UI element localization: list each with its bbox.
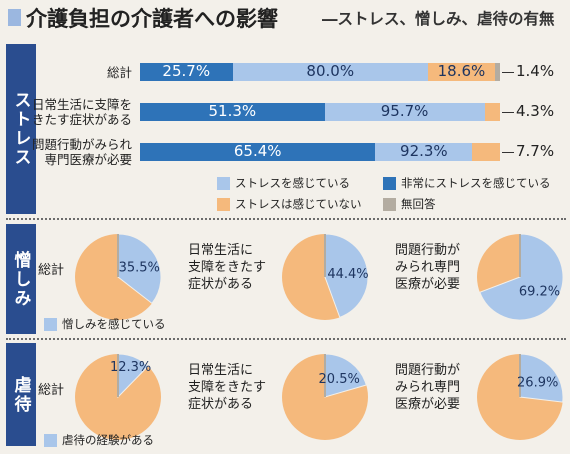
legend-item-stress: ストレスを感じている bbox=[217, 175, 350, 191]
pie-category-label-line: 支障をきたす bbox=[188, 380, 267, 395]
row-label-line: きたす症状がある bbox=[31, 112, 132, 127]
pie-category-label-line: 症状がある bbox=[188, 277, 254, 292]
legend-swatch-light-blue bbox=[217, 176, 230, 190]
bar-segment-no-stress bbox=[472, 143, 500, 161]
abuse-pie-charts: 総計 12.3% 日常生活に支障をきたす 症状がある 20.5% 問題行動がみられ専門医療… bbox=[0, 340, 570, 454]
bar-label-external: 4.3% bbox=[516, 102, 555, 120]
legend-label: ストレスは感じていない bbox=[235, 197, 362, 211]
bar-segment-no-stress bbox=[484, 103, 500, 121]
legend-swatch-dark-blue bbox=[383, 176, 396, 190]
bar-segment-strong-stress bbox=[140, 143, 376, 161]
bar-label-no-stress: 18.6% bbox=[437, 62, 486, 80]
pie-slice-value bbox=[117, 233, 162, 305]
pie-chart: 26.9% bbox=[477, 353, 564, 440]
bar-label-strong-stress: 51.3% bbox=[208, 102, 257, 120]
pie-value-label: 35.5% bbox=[119, 261, 160, 276]
hatred-pie-charts: 総計 35.5% 日常生活に支障をきたす 症状がある 44.4% 問題行動がみられ専門医療… bbox=[0, 220, 570, 338]
bar-segment-strong-stress bbox=[140, 63, 233, 81]
pie-value-label: 26.9% bbox=[517, 375, 558, 390]
pie-category-label-line: 問題行動が bbox=[395, 243, 461, 258]
pie-category-label: 総計 bbox=[38, 382, 64, 399]
pie-category-label-line: 症状がある bbox=[188, 397, 254, 412]
section-label-hatred: 憎しみ bbox=[6, 224, 36, 334]
pie-category-label: 総計 bbox=[38, 262, 64, 279]
legend-item-no-stress: ストレスは感じていない bbox=[217, 196, 362, 212]
legend-swatch-orange bbox=[217, 197, 230, 211]
legend-item-abuse: 虐待の経験がある bbox=[44, 432, 154, 448]
pie-value-label: 44.4% bbox=[327, 267, 368, 282]
bar-segment-no-answer bbox=[494, 63, 500, 81]
pie-chart: 35.5% bbox=[75, 233, 162, 320]
legend-item-no-answer: 無回答 bbox=[383, 196, 436, 212]
legend-label: 無回答 bbox=[401, 197, 436, 211]
pie-category-label-line: 総計 bbox=[38, 383, 65, 398]
leader-line bbox=[502, 112, 514, 113]
pie-category-label-line: 問題行動が bbox=[395, 363, 461, 378]
legend-label: 非常にストレスを感じている bbox=[401, 176, 551, 190]
section-label-stress: ストレス bbox=[6, 44, 36, 214]
leader-line bbox=[502, 72, 514, 73]
pie-chart: 20.5% bbox=[282, 353, 368, 440]
pie-slice-value bbox=[324, 233, 369, 319]
pie-category-label: 日常生活に支障をきたす 症状がある bbox=[188, 242, 266, 293]
bar-label-strong-stress: 25.7% bbox=[162, 62, 211, 80]
pie-slice-value bbox=[324, 353, 367, 398]
title-subtitle: ―ストレス、憎しみ、虐待の有無 bbox=[322, 10, 555, 28]
legend-item-strong-stress: 非常にストレスを感じている bbox=[383, 175, 551, 191]
legend-item-hatred: 憎しみを感じている bbox=[44, 316, 166, 332]
pie-chart: 12.3% bbox=[75, 353, 161, 440]
pie-category-label-line: 総計 bbox=[38, 263, 65, 278]
pie-value-label: 20.5% bbox=[319, 372, 360, 387]
pie-value-label: 69.2% bbox=[519, 284, 560, 299]
pie-category-label: 日常生活に支障をきたす 症状がある bbox=[188, 362, 266, 413]
row-label-line: 専門医療が必要 bbox=[44, 152, 132, 167]
pie-chart: 69.2% bbox=[477, 233, 564, 321]
bar-segment-strong-stress bbox=[140, 103, 325, 121]
leader-line bbox=[502, 152, 514, 153]
pie-category-label-line: みられ専門 bbox=[395, 380, 461, 395]
row-label: 総計 bbox=[0, 65, 132, 80]
section-divider bbox=[6, 218, 566, 220]
bar-segment-no-stress bbox=[428, 63, 495, 81]
chart-title: 介護負担の介護者への影響 ―ストレス、憎しみ、虐待の有無 bbox=[0, 0, 570, 40]
title-square-icon bbox=[8, 9, 21, 26]
pie-value-label: 12.3% bbox=[110, 360, 151, 375]
legend-label: 虐待の経験がある bbox=[62, 433, 154, 447]
legend-swatch-light-blue bbox=[44, 317, 57, 331]
pie-chart: 44.4% bbox=[282, 233, 369, 320]
pie-category-label: 問題行動がみられ専門医療が必要 bbox=[395, 362, 460, 413]
row-label-line: 問題行動がみられ bbox=[31, 137, 132, 152]
legend-swatch-gray bbox=[383, 197, 396, 211]
section-label-abuse: 虐待 bbox=[6, 343, 36, 446]
section-divider bbox=[6, 338, 566, 340]
row-label: 日常生活に支障を きたす症状がある bbox=[0, 97, 132, 127]
row-label: 問題行動がみられ 専門医療が必要 bbox=[0, 137, 132, 167]
pie-slice-value bbox=[479, 233, 564, 321]
pie-category-label-line: 日常生活に bbox=[188, 243, 254, 258]
title-main: 介護負担の介護者への影響 bbox=[26, 7, 278, 31]
bar-label-stress: 92.3% bbox=[400, 142, 448, 160]
row-label-line: 総計 bbox=[106, 64, 132, 80]
legend-label: ストレスを感じている bbox=[235, 176, 350, 190]
pie-category-label-line: 医療が必要 bbox=[395, 277, 461, 292]
bar-label-external: 7.7% bbox=[516, 142, 555, 160]
stress-bar-chart: 総計 25.7% 80.0% 18.6% 1.4% 日常生活に支障を きたす症状がある 51.… bbox=[0, 0, 570, 220]
bar-label-strong-stress: 65.4% bbox=[233, 142, 282, 160]
pie-slice-value bbox=[519, 353, 564, 403]
pie-category-label-line: 日常生活に bbox=[188, 363, 254, 378]
bar-label-stress: 80.0% bbox=[306, 62, 355, 80]
pie-category-label-line: みられ専門 bbox=[395, 260, 461, 275]
legend-label: 憎しみを感じている bbox=[62, 317, 166, 331]
bar-label-stress: 95.7% bbox=[380, 102, 429, 120]
pie-category-label: 問題行動がみられ専門医療が必要 bbox=[395, 242, 460, 293]
legend-swatch-light-blue bbox=[44, 433, 57, 447]
pie-category-label-line: 支障をきたす bbox=[188, 260, 267, 275]
bar-label-external: 1.4% bbox=[516, 62, 555, 80]
pie-category-label-line: 医療が必要 bbox=[395, 397, 461, 412]
row-label-line: 日常生活に支障を bbox=[31, 97, 132, 112]
